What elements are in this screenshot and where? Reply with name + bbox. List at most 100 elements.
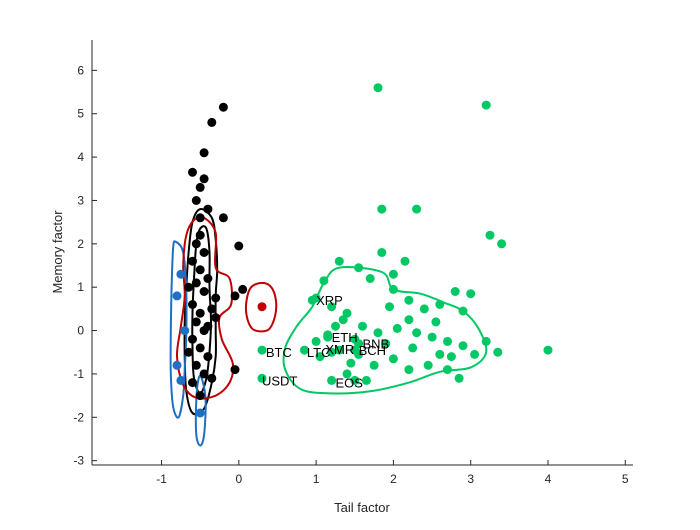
data-point: [365, 274, 375, 283]
data-point: [195, 408, 205, 418]
data-point: [454, 373, 464, 383]
data-point: [388, 354, 398, 364]
data-point: [203, 274, 213, 283]
data-point: [184, 282, 194, 292]
data-point: [191, 239, 201, 249]
y-axis-label: Memory factor: [50, 210, 65, 294]
data-point: [388, 284, 398, 294]
data-point: [195, 308, 205, 318]
density-contours: [169, 208, 488, 447]
x-axis-label: Tail factor: [334, 500, 390, 515]
data-point: [199, 326, 209, 336]
data-point: [412, 328, 422, 338]
data-point: [481, 100, 491, 110]
x-tick-label: 5: [622, 472, 629, 486]
data-point: [419, 304, 429, 314]
data-point: [404, 295, 414, 305]
data-point: [315, 352, 325, 362]
y-tick-label: 2: [77, 237, 84, 251]
data-point: [458, 306, 468, 316]
data-point: [203, 204, 213, 214]
y-tick-label: 3: [77, 193, 84, 207]
data-point: [354, 339, 364, 349]
data-point: [203, 352, 213, 362]
data-point: [435, 300, 445, 309]
data-point: [207, 304, 217, 314]
x-tick-label: 1: [313, 472, 320, 486]
data-point: [331, 321, 340, 331]
x-tick-label: 0: [235, 472, 242, 486]
data-point: [338, 315, 348, 325]
y-tick-label: 6: [77, 63, 84, 77]
data-point: [172, 360, 182, 370]
point-label: XMR: [325, 342, 354, 357]
data-point: [334, 256, 344, 266]
point-label: EOS: [336, 376, 364, 391]
data-point: [388, 269, 398, 279]
data-point: [327, 302, 337, 312]
data-point: [218, 213, 228, 223]
data-point: [199, 369, 209, 379]
data-point: [458, 341, 468, 351]
data-point: [466, 289, 476, 299]
data-point: [238, 284, 248, 294]
axes: -1 0 1 2 3 4 5 -3 -2 -1 0 1 2 3 4 5 6: [73, 40, 633, 486]
data-point: [373, 328, 383, 338]
x-tick-label: 3: [467, 472, 474, 486]
data-point: [427, 332, 437, 342]
data-point: [400, 256, 410, 266]
data-point: [234, 241, 244, 251]
data-point: [342, 308, 352, 318]
density-contour: [175, 215, 235, 400]
data-point: [188, 378, 197, 388]
data-point: [195, 182, 205, 192]
density-contour: [169, 240, 188, 419]
density-contour: [194, 374, 207, 447]
data-point: [443, 336, 452, 346]
data-point: [446, 352, 456, 362]
data-point: [543, 345, 553, 355]
data-point: [481, 336, 491, 346]
data-point: [195, 213, 205, 223]
data-point: [191, 317, 201, 327]
data-point: [191, 360, 201, 370]
data-point: [176, 269, 186, 279]
data-point: [327, 375, 337, 385]
y-tick-label: -3: [73, 454, 84, 468]
data-point: [373, 83, 383, 93]
point-label: BNB: [363, 337, 390, 352]
data-point: [350, 345, 360, 355]
data-point: [300, 345, 309, 355]
data-point: [180, 326, 190, 336]
data-point: [431, 317, 441, 327]
data-point: [358, 321, 367, 331]
data-point: [195, 230, 205, 240]
data-point: [176, 375, 186, 385]
data-point: [350, 375, 360, 385]
data-point: [485, 230, 495, 240]
data-point: [361, 375, 371, 385]
data-point: [377, 204, 387, 214]
data-point: [435, 349, 445, 359]
y-tick-label: 4: [77, 150, 84, 164]
data-point: [207, 117, 217, 127]
y-tick-label: -2: [73, 410, 84, 424]
point-label: USDT: [262, 373, 297, 388]
y-tick-label: 0: [77, 324, 84, 338]
data-point: [323, 332, 333, 342]
y-tick-label: -1: [73, 367, 84, 381]
density-contour: [244, 281, 278, 333]
data-point: [188, 256, 197, 266]
point-label: LTC: [307, 345, 331, 360]
data-point: [334, 345, 344, 355]
data-point: [195, 391, 205, 401]
data-point: [311, 336, 321, 346]
data-point: [211, 313, 221, 323]
data-point: [470, 349, 480, 359]
density-contour: [183, 208, 219, 416]
data-point: [195, 343, 205, 353]
data-point: [199, 174, 209, 184]
x-tick-label: 2: [390, 472, 397, 486]
